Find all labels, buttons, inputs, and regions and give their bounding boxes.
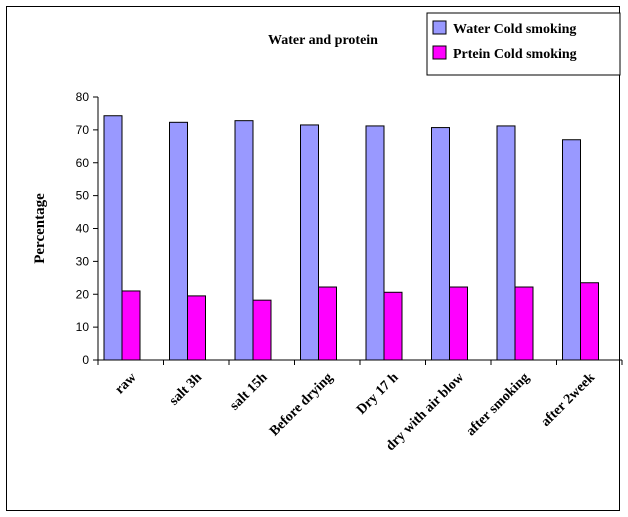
chart-title: Water and protein — [268, 33, 378, 48]
bar-protein — [514, 286, 534, 361]
bar-protein — [580, 282, 599, 361]
bar-protein — [252, 299, 272, 361]
bar-water — [365, 125, 385, 361]
bar-water — [562, 139, 581, 361]
x-category-label: Before drying — [267, 370, 336, 439]
x-category-label: Dry 17 h — [354, 370, 402, 418]
bar-water — [300, 124, 319, 361]
y-axis-title: Percentage — [32, 193, 48, 264]
y-tick-label: 70 — [76, 123, 90, 137]
x-category-label: raw — [112, 370, 140, 398]
x-category-label: after smoking — [464, 370, 533, 439]
bar-water — [169, 121, 188, 361]
legend-label-water: Water Cold smoking — [453, 22, 576, 37]
y-tick-label: 20 — [76, 287, 90, 301]
y-tick-label: 10 — [76, 320, 90, 334]
y-tick-label: 30 — [76, 254, 90, 268]
bar-water — [234, 120, 254, 361]
legend: Water Cold smoking Prtein Cold smoking — [426, 12, 621, 76]
bar-protein — [121, 290, 141, 361]
legend-label-protein: Prtein Cold smoking — [453, 47, 577, 62]
legend-box — [426, 12, 621, 76]
bar-water — [496, 125, 516, 361]
legend-swatch-protein — [432, 45, 447, 60]
x-category-label: after 2week — [538, 370, 598, 430]
y-tick-label: 0 — [82, 353, 89, 367]
bar-protein — [449, 286, 468, 361]
bar-protein — [318, 286, 337, 361]
bar-water — [431, 127, 450, 361]
plot-area: 0 10 20 30 40 50 60 70 80 raw salt 3h salt 15hBefor… — [76, 90, 623, 454]
legend-swatch-water — [432, 20, 447, 35]
y-tick-label: 60 — [76, 156, 90, 170]
y-tick-label: 80 — [76, 90, 90, 104]
bar-protein — [187, 295, 206, 361]
x-category-label: salt 3h — [167, 370, 206, 409]
bar-protein — [383, 291, 403, 361]
x-category-label: salt 15h — [227, 370, 270, 413]
y-tick-label: 50 — [76, 189, 90, 203]
bar-water — [103, 115, 123, 361]
y-tick-label: 40 — [76, 222, 90, 236]
